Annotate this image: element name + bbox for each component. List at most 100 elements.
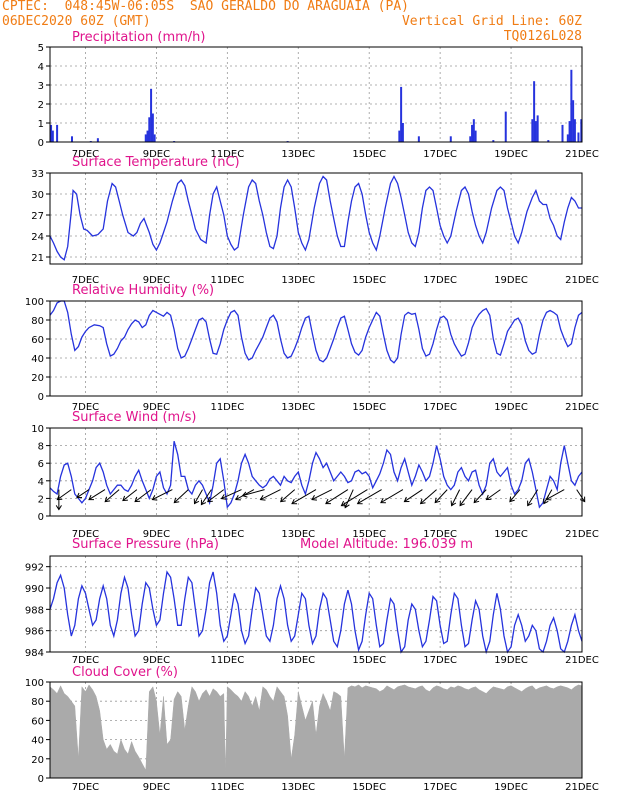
y-tick-label: 0 [38, 138, 44, 149]
x-tick-label: 15DEC [352, 529, 386, 540]
wind-arrow [221, 489, 242, 500]
header-location: CPTEC: 048:45W-06:05S SAO GERALDO DO ARA… [2, 0, 409, 14]
precip-bar [534, 121, 537, 142]
x-tick-label: 21DEC [565, 529, 599, 540]
x-tick-label: 19DEC [494, 782, 528, 793]
y-tick-label: 3 [38, 81, 44, 92]
wind-arrow-head [473, 497, 480, 504]
wind-arrow-head [545, 494, 552, 501]
y-tick-label: 33 [31, 169, 44, 180]
precip-bar [531, 119, 534, 142]
x-tick-label: 7DEC [72, 782, 99, 793]
panel-title: Relative Humidity (%) [72, 283, 214, 298]
x-tick-label: 7DEC [72, 149, 99, 160]
wind-arrow [576, 489, 586, 502]
precip-bar [401, 123, 404, 142]
wind-arrow [380, 489, 404, 504]
x-tick-label: 11DEC [210, 402, 244, 413]
precip-bar [471, 124, 474, 142]
precip-bar [573, 119, 576, 142]
x-tick-label: 7DEC [72, 402, 99, 413]
x-tick-label: 11DEC [210, 149, 244, 160]
x-tick-label: 17DEC [423, 655, 457, 666]
x-tick-label: 19DEC [494, 149, 528, 160]
wind-arrow-head [207, 496, 213, 503]
wind-arrow [404, 489, 423, 503]
precip-bar [56, 124, 59, 142]
y-tick-label: 984 [25, 648, 44, 659]
x-tick-label: 13DEC [281, 402, 315, 413]
y-tick-label: 80 [31, 316, 44, 327]
precip-bar [580, 119, 583, 142]
x-tick-label: 13DEC [281, 655, 315, 666]
wind-arrow-head [344, 502, 350, 509]
y-tick-label: 8 [38, 442, 44, 453]
y-tick-label: 4 [38, 62, 44, 73]
wind-arrow [341, 489, 368, 507]
header-grid-note: Vertical Grid Line: 60Z [401, 14, 582, 29]
precip-bar [504, 111, 507, 142]
y-tick-label: 40 [31, 736, 44, 747]
x-tick-label: 13DEC [281, 529, 315, 540]
precip-bar [70, 136, 73, 142]
wind-arrow-head [356, 498, 363, 505]
y-tick-label: 100 [25, 678, 44, 689]
y-tick-label: 60 [31, 335, 44, 346]
x-tick-label: 11DEC [210, 655, 244, 666]
wind-arrow-head [311, 495, 317, 501]
x-tick-label: 13DEC [281, 275, 315, 286]
panel-title: Surface Pressure (hPa) [72, 537, 219, 552]
precip-bar [533, 81, 536, 142]
wind-arrow-head [543, 498, 549, 505]
precip-bar [96, 138, 99, 142]
wind-arrow [451, 489, 461, 506]
wind-arrow-head [509, 496, 515, 503]
y-tick-label: 1 [38, 119, 44, 130]
x-tick-label: 9DEC [143, 402, 170, 413]
precip-bar [566, 134, 569, 142]
x-tick-label: 9DEC [143, 149, 170, 160]
header-model-code: TQ0126L028 [503, 29, 582, 44]
wind-arrow [357, 489, 382, 505]
y-tick-label: 0 [38, 392, 44, 403]
precip-bar [577, 132, 580, 142]
y-tick-label: 24 [31, 232, 44, 243]
wind-arrow [88, 489, 106, 501]
panel-title: Surface Wind (m/s) [72, 410, 196, 425]
panel-title: Cloud Cover (%) [72, 665, 178, 680]
precip-bar [148, 117, 151, 142]
y-tick-label: 992 [25, 563, 44, 574]
x-tick-label: 11DEC [210, 275, 244, 286]
x-tick-label: 7DEC [72, 655, 99, 666]
x-tick-label: 13DEC [281, 149, 315, 160]
precip-bar [150, 88, 153, 142]
panel-frame [49, 681, 583, 779]
y-tick-label: 990 [25, 584, 44, 595]
x-tick-label: 9DEC [143, 529, 170, 540]
x-tick-label: 17DEC [423, 402, 457, 413]
series-line [49, 300, 583, 364]
wind-arrow [280, 489, 296, 502]
panel-frame [49, 427, 583, 517]
wind-arrow-head [527, 500, 533, 507]
x-tick-label: 11DEC [210, 529, 244, 540]
x-tick-label: 15DEC [352, 655, 386, 666]
wind-arrow [152, 489, 173, 501]
panel-annotation: Model Altitude: 196.039 m [300, 537, 473, 552]
x-tick-label: 11DEC [210, 782, 244, 793]
wind-arrow-head [55, 505, 62, 511]
x-tick-label: 7DEC [72, 275, 99, 286]
wind-arrow-head [450, 500, 457, 507]
wind-arrow [325, 489, 349, 505]
x-tick-label: 15DEC [352, 402, 386, 413]
wind-arrow-head [380, 497, 386, 504]
y-tick-label: 0 [38, 774, 44, 785]
series-line [49, 441, 583, 509]
precip-bar [474, 130, 477, 142]
wind-arrow-head [259, 495, 266, 501]
wind-arrow-head [485, 494, 492, 501]
panel-frame [49, 300, 583, 397]
wind-arrow-head [88, 494, 94, 501]
y-tick-label: 6 [38, 459, 44, 470]
wind-arrow-head [419, 498, 426, 505]
